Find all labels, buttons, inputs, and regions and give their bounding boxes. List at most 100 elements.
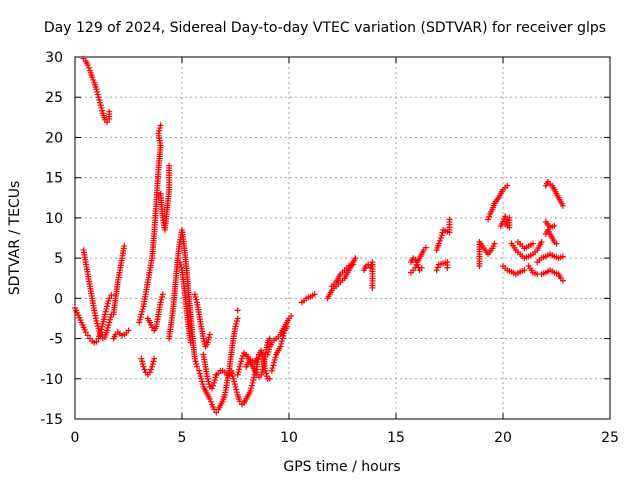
data-point bbox=[138, 355, 145, 362]
data-point bbox=[248, 382, 255, 389]
data-point bbox=[258, 347, 265, 354]
data-point bbox=[206, 334, 213, 341]
data-point bbox=[196, 370, 203, 377]
data-point bbox=[150, 358, 157, 365]
data-point bbox=[198, 378, 205, 385]
gridlines bbox=[75, 57, 610, 419]
data-point bbox=[139, 361, 146, 368]
data-point bbox=[93, 338, 100, 345]
data-point bbox=[271, 357, 278, 364]
data-point bbox=[85, 64, 92, 71]
data-point bbox=[521, 267, 528, 274]
data-point bbox=[155, 130, 162, 137]
data-point bbox=[157, 122, 164, 129]
series-track-ag bbox=[500, 263, 528, 278]
data-point bbox=[106, 295, 113, 302]
data-point bbox=[205, 378, 212, 385]
data-point bbox=[107, 314, 114, 321]
plot-frame bbox=[74, 56, 611, 420]
data-point bbox=[104, 300, 111, 307]
data-point bbox=[311, 291, 318, 298]
x-tick-labels: 0 5 10 15 20 25 bbox=[71, 430, 619, 446]
series-track-i bbox=[144, 291, 166, 334]
series-track-f bbox=[138, 355, 158, 378]
data-point bbox=[94, 88, 101, 95]
y-tick-label: 25 bbox=[45, 90, 63, 106]
data-point bbox=[121, 243, 128, 250]
data-point bbox=[438, 232, 445, 239]
data-point bbox=[178, 264, 185, 271]
data-point bbox=[238, 355, 245, 362]
data-point bbox=[137, 314, 144, 321]
series-track-d bbox=[110, 327, 132, 342]
data-point bbox=[369, 284, 376, 291]
data-point bbox=[191, 291, 198, 298]
data-point bbox=[102, 308, 109, 315]
data-point bbox=[239, 352, 246, 359]
data-point bbox=[279, 335, 286, 342]
data-point bbox=[444, 264, 451, 271]
series-track-c bbox=[80, 247, 115, 342]
data-point bbox=[269, 365, 276, 372]
data-point bbox=[97, 102, 104, 109]
series-track-al bbox=[542, 226, 560, 247]
data-point bbox=[266, 375, 273, 382]
data-point bbox=[94, 91, 101, 98]
data-point bbox=[236, 398, 243, 405]
data-point bbox=[206, 395, 213, 402]
data-point bbox=[422, 244, 429, 251]
series-track-y bbox=[360, 259, 376, 291]
data-point bbox=[283, 323, 290, 330]
data-point bbox=[213, 409, 220, 416]
data-point bbox=[266, 346, 273, 353]
data-point bbox=[193, 296, 200, 303]
x-tick-label: 25 bbox=[601, 430, 619, 446]
data-point bbox=[234, 315, 241, 322]
data-point bbox=[259, 366, 266, 373]
data-point bbox=[491, 240, 498, 247]
series-track-aa bbox=[407, 255, 425, 274]
data-point bbox=[278, 340, 285, 347]
data-point bbox=[104, 324, 111, 331]
series-track-a bbox=[80, 55, 113, 126]
data-point bbox=[193, 361, 200, 368]
series-track-b bbox=[72, 292, 115, 346]
series-track-ae bbox=[485, 182, 511, 223]
data-point bbox=[187, 339, 194, 346]
data-point bbox=[277, 343, 284, 350]
data-point bbox=[147, 366, 154, 373]
data-point bbox=[89, 74, 96, 81]
data-point bbox=[237, 361, 244, 368]
series-track-g bbox=[136, 122, 164, 326]
x-tick-label: 5 bbox=[178, 430, 187, 446]
data-point bbox=[146, 369, 153, 376]
data-point bbox=[98, 104, 105, 111]
data-point bbox=[230, 375, 237, 382]
data-point bbox=[350, 261, 357, 268]
data-point bbox=[265, 348, 272, 355]
data-point bbox=[280, 332, 287, 339]
data-point bbox=[206, 331, 213, 338]
series-track-m bbox=[196, 315, 241, 416]
data-point bbox=[270, 362, 277, 369]
data-point bbox=[272, 354, 279, 361]
data-point bbox=[207, 398, 214, 405]
data-point bbox=[435, 240, 442, 247]
data-point bbox=[236, 366, 243, 373]
data-point bbox=[136, 319, 143, 326]
data-point bbox=[200, 335, 207, 342]
data-point bbox=[204, 375, 211, 382]
data-point bbox=[94, 320, 101, 327]
data-point bbox=[90, 76, 97, 83]
data-point bbox=[166, 162, 173, 169]
series-track-r bbox=[243, 355, 260, 370]
series-track-h bbox=[157, 162, 173, 233]
data-point bbox=[198, 375, 205, 382]
data-point bbox=[106, 319, 113, 326]
data-point bbox=[433, 267, 440, 274]
chart-title: Day 129 of 2024, Sidereal Day-to-day VTE… bbox=[44, 20, 606, 36]
data-point bbox=[559, 253, 566, 260]
data-point bbox=[149, 363, 156, 370]
x-tick-label: 20 bbox=[494, 430, 512, 446]
